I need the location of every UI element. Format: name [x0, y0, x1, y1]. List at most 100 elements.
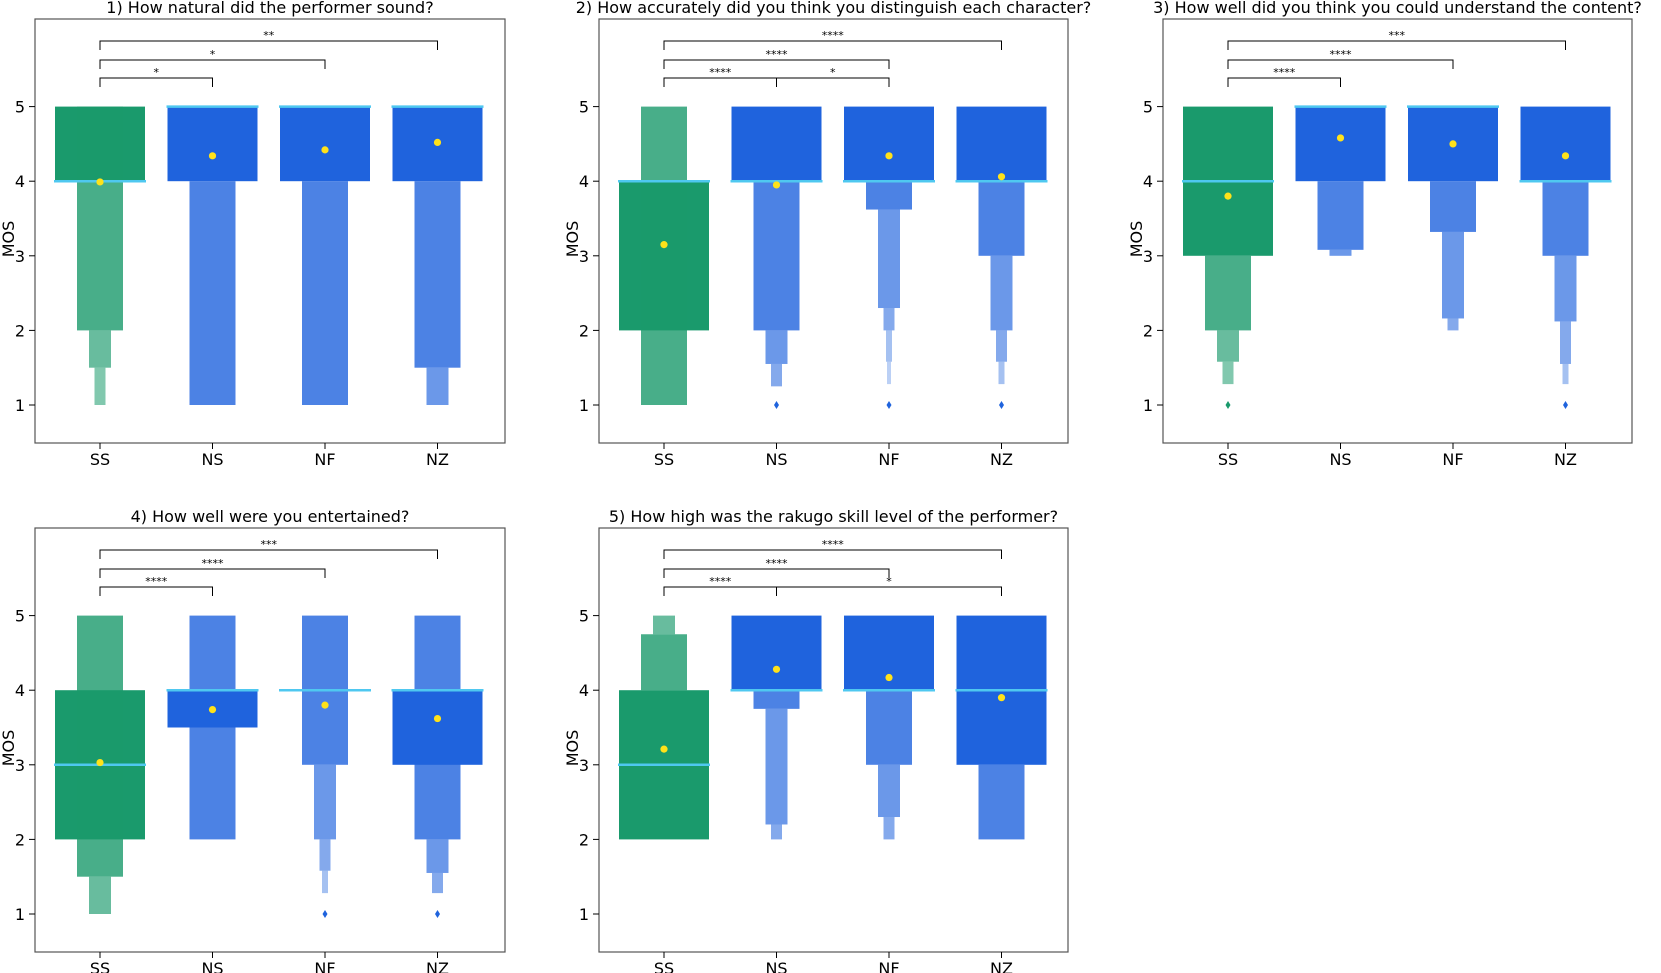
significance-label: * [886, 575, 892, 588]
box-SS [54, 615, 146, 914]
significance-label: **** [145, 575, 168, 588]
box-level [956, 106, 1047, 182]
y-axis-label: MOS [563, 730, 582, 767]
box-level [641, 634, 687, 691]
y-tick-label: 4 [15, 172, 25, 191]
box-level [753, 690, 800, 709]
box-NF [279, 105, 371, 405]
significance-bracket: **** [663, 29, 1002, 50]
box-NS [730, 615, 823, 840]
y-tick-label: 4 [579, 172, 589, 191]
bracket-line [776, 586, 1002, 596]
y-tick-label: 3 [15, 247, 25, 266]
significance-label: *** [261, 538, 278, 551]
mean-marker [208, 705, 217, 714]
significance-bracket: **** [99, 557, 326, 578]
box-NZ [1519, 106, 1612, 409]
chart-panel-1: 1) How natural did the performer sound? M… [0, 0, 506, 469]
significance-label: **** [1273, 66, 1296, 79]
chart-title: 3) How well did you think you could unde… [1153, 0, 1642, 17]
y-axis-label: MOS [1127, 221, 1146, 258]
y-axis-label: MOS [0, 221, 18, 258]
bracket-line [663, 40, 1002, 50]
chart-title: 1) How natural did the performer sound? [106, 0, 433, 17]
box-level [731, 106, 822, 182]
mean-marker [885, 673, 893, 682]
significance-bracket: *** [99, 538, 438, 559]
box-NF [843, 615, 935, 840]
significance-bracket: * [776, 66, 890, 87]
box-level [89, 330, 111, 368]
significance-bracket: **** [663, 48, 890, 69]
box-SS [54, 106, 146, 405]
box-NS [1294, 105, 1387, 256]
bracket-line [663, 77, 777, 87]
box-level [426, 839, 449, 873]
plot-frame [598, 527, 1069, 953]
box-level [1217, 330, 1239, 362]
box-level [1317, 181, 1364, 250]
significance-label: **** [766, 48, 789, 61]
plot-frame [1162, 18, 1633, 444]
box-level [189, 181, 236, 405]
y-tick-label: 4 [1143, 172, 1153, 191]
x-tick-label: NS [201, 450, 223, 469]
y-tick-label: 2 [579, 321, 589, 340]
plot-frame [34, 18, 506, 444]
outlier-marker [886, 401, 892, 409]
x-tick-label: SS [654, 450, 674, 469]
bracket-line [99, 568, 326, 578]
box-level [432, 872, 443, 894]
y-tick-label: 5 [15, 607, 25, 626]
x-tick-label: NS [765, 450, 787, 469]
y-axis-label: MOS [0, 730, 18, 767]
mean-marker [997, 694, 1006, 702]
y-tick-label: 2 [15, 830, 25, 849]
chart-panel-2: 2) How accurately did you think you dist… [563, 0, 1091, 469]
chart-panel-5: 5) How high was the rakugo skill level o… [563, 507, 1069, 973]
significance-label: ** [263, 29, 275, 42]
significance-label: * [154, 66, 160, 79]
y-tick-label: 2 [1143, 321, 1153, 340]
box-level [1560, 321, 1571, 364]
x-tick-label: NZ [990, 959, 1013, 973]
bracket-line [99, 59, 326, 69]
box-level [653, 615, 675, 635]
y-tick-label: 5 [1143, 98, 1153, 117]
y-tick-label: 3 [579, 247, 589, 266]
box-level [878, 209, 900, 309]
box-level [731, 615, 822, 691]
outlier-marker [435, 910, 440, 918]
x-tick-label: NZ [1554, 450, 1577, 469]
box-level [1329, 249, 1352, 256]
box-level [1205, 255, 1251, 331]
box-level [771, 824, 782, 840]
significance-label: **** [1330, 48, 1353, 61]
box-level [414, 181, 461, 368]
significance-bracket: **** [1227, 66, 1341, 87]
bracket-line [1227, 40, 1566, 50]
y-tick-label: 1 [579, 396, 589, 415]
significance-bracket: * [776, 575, 1002, 596]
significance-bracket: **** [1227, 48, 1454, 69]
bracket-line [99, 549, 438, 559]
x-tick-label: NZ [426, 959, 449, 973]
box-level [886, 330, 892, 362]
box-level [771, 363, 782, 387]
y-tick-label: 2 [15, 321, 25, 340]
box-level [878, 764, 900, 818]
y-tick-label: 5 [579, 607, 589, 626]
significance-bracket: ** [99, 29, 438, 50]
box-level [978, 764, 1025, 840]
box-level [1520, 106, 1611, 182]
significance-bracket: **** [663, 66, 777, 87]
box-level [883, 817, 895, 840]
bracket-line [99, 586, 213, 596]
box-NF [1407, 105, 1499, 331]
box-level [1222, 361, 1234, 385]
box-level [1447, 318, 1459, 331]
y-tick-label: 3 [1143, 247, 1153, 266]
y-tick-label: 1 [1143, 396, 1153, 415]
significance-bracket: * [99, 48, 326, 69]
box-level [319, 839, 331, 871]
